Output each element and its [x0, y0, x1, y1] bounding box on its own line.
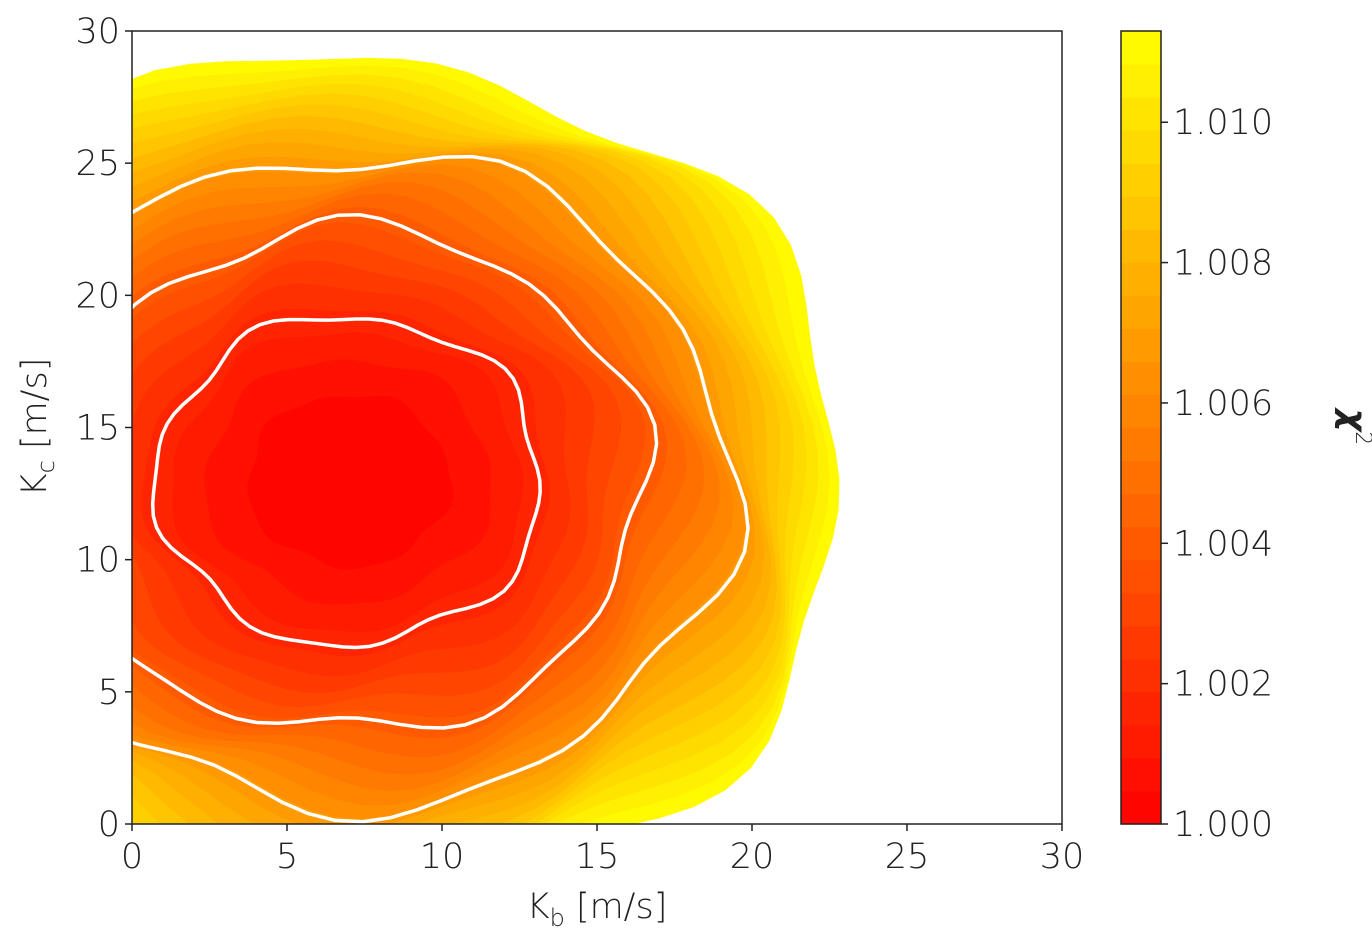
colorbar-band [1121, 361, 1161, 395]
colorbar-band [1121, 592, 1161, 627]
colorbar-band [1121, 295, 1161, 329]
x-tick-label: 25 [885, 837, 930, 877]
x-axis-ticks: 0 5 10 15 20 25 30 [121, 824, 1084, 877]
colorbar-tick-label: 1.002 [1173, 665, 1273, 705]
colorbar-band [1121, 196, 1161, 230]
x-tick-label: 15 [575, 837, 620, 877]
x-tick-label: 5 [276, 837, 298, 877]
x-tick-label: 10 [420, 837, 465, 877]
y-tick-label: 25 [75, 144, 120, 184]
colorbar-band [1121, 328, 1161, 362]
y-tick-label: 15 [75, 409, 120, 449]
colorbar-band [1121, 791, 1161, 825]
contour-fills [132, 57, 840, 824]
colorbar-tick-label: 1.008 [1173, 244, 1273, 284]
y-tick-label: 30 [75, 12, 120, 52]
colorbar-band [1121, 262, 1161, 296]
colorbar-band [1121, 526, 1161, 561]
colorbar-band [1121, 97, 1161, 131]
y-tick-label: 10 [75, 541, 120, 581]
colorbar-band [1121, 493, 1161, 528]
colorbar-frame [1120, 30, 1162, 825]
colorbar-band [1121, 460, 1161, 495]
colorbar-band [1121, 625, 1161, 660]
colorbar-band [1121, 394, 1161, 429]
colorbar-band [1121, 31, 1161, 65]
contour-band [247, 395, 454, 570]
colorbar-band [1121, 229, 1161, 263]
colorbar-tick-label: 1.000 [1173, 805, 1273, 845]
colorbar-ticks: 1.000 1.002 1.004 1.006 1.008 1.010 [1161, 103, 1273, 845]
contour-line [150, 317, 542, 650]
x-axis-title: Kb [m/s] [527, 887, 668, 932]
colorbar-tick-label: 1.004 [1173, 524, 1273, 564]
colorbar-tick-label: 1.006 [1173, 384, 1273, 424]
colorbar-band [1121, 427, 1161, 462]
y-axis-title: Kc [m/s] [15, 358, 60, 497]
contour-lines [132, 154, 750, 824]
colorbar-title: χ2 [1333, 407, 1372, 446]
x-tick-label: 30 [1040, 837, 1085, 877]
contour-line [132, 154, 750, 824]
colorbar-band [1121, 64, 1161, 98]
plot-area [131, 30, 1063, 825]
contour-line [132, 213, 659, 730]
colorbar-band [1121, 163, 1161, 197]
x-tick-label: 0 [121, 837, 143, 877]
colorbar-band [1121, 757, 1161, 792]
x-tick-label: 20 [730, 837, 775, 877]
colorbar-band [1121, 559, 1161, 594]
colorbar: 1.000 1.002 1.004 1.006 1.008 1.010 χ2 [1120, 30, 1372, 845]
colorbar-band [1121, 724, 1161, 759]
colorbar-band [1121, 130, 1161, 164]
y-tick-label: 20 [75, 276, 120, 316]
colorbar-tick-label: 1.010 [1173, 103, 1273, 143]
colorbar-band [1121, 658, 1161, 693]
y-tick-label: 0 [98, 805, 120, 845]
colorbar-gradient [1121, 31, 1161, 825]
y-tick-label: 5 [98, 673, 120, 713]
y-axis-ticks: 0 5 10 15 20 25 30 [75, 12, 132, 845]
colorbar-band [1121, 691, 1161, 726]
